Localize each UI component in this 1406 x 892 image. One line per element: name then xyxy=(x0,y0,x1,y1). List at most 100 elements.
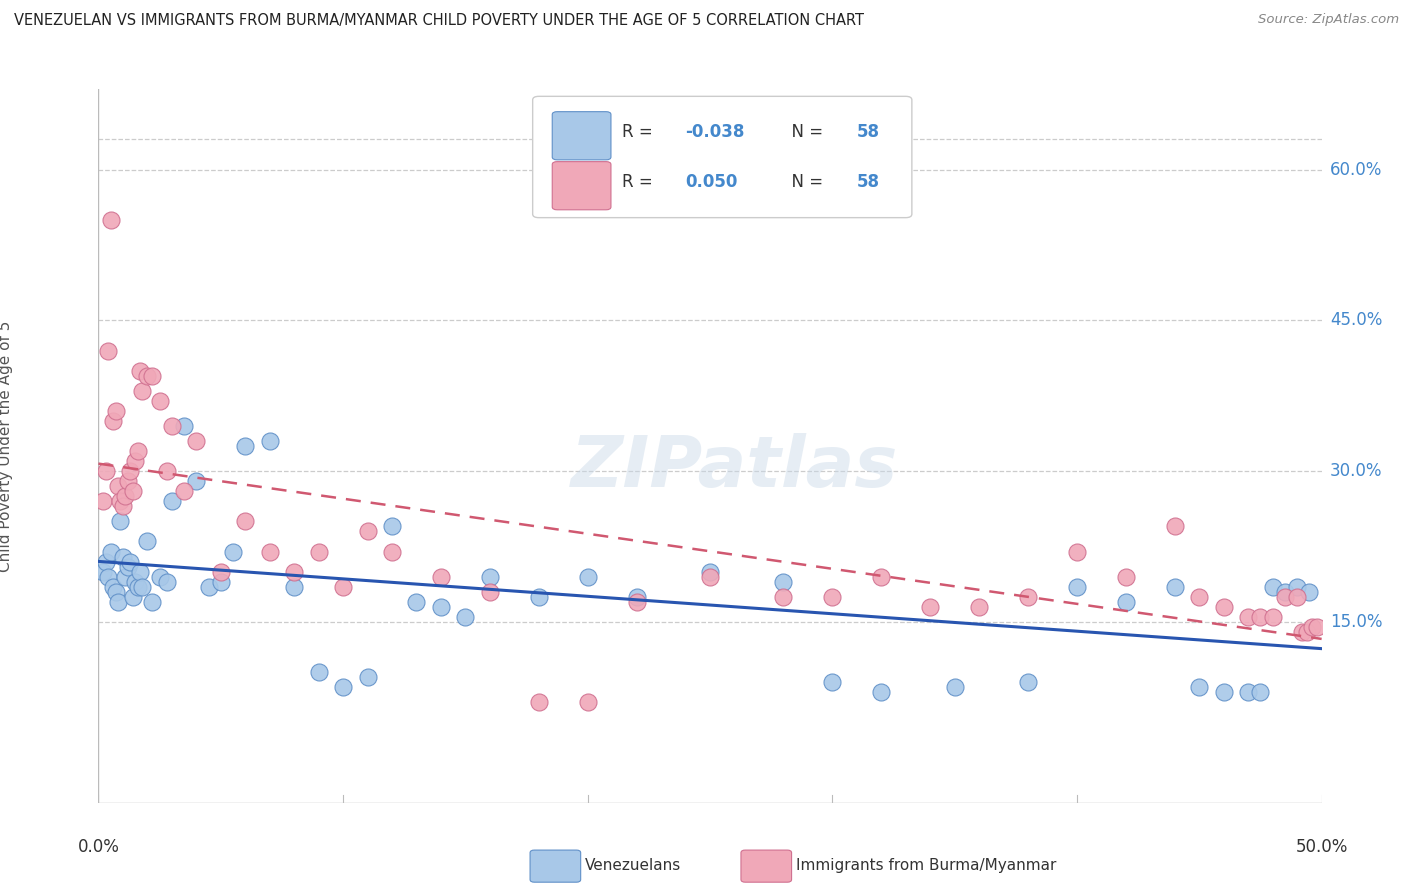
Point xyxy=(156,574,179,589)
Point xyxy=(576,695,599,709)
Point xyxy=(626,590,648,604)
Point xyxy=(173,418,195,433)
Text: Child Poverty Under the Age of 5: Child Poverty Under the Age of 5 xyxy=(0,320,13,572)
Text: 58: 58 xyxy=(856,123,880,141)
Point xyxy=(381,519,404,533)
Text: N =: N = xyxy=(780,173,828,191)
Text: 0.0%: 0.0% xyxy=(77,838,120,856)
Point xyxy=(430,569,453,583)
Point xyxy=(117,559,139,574)
Point xyxy=(124,454,146,468)
Point xyxy=(920,599,942,614)
Point xyxy=(870,685,893,699)
Text: Source: ZipAtlas.com: Source: ZipAtlas.com xyxy=(1258,13,1399,27)
Point xyxy=(1274,584,1296,599)
Point xyxy=(141,368,163,383)
Point xyxy=(1017,675,1039,690)
FancyBboxPatch shape xyxy=(553,161,612,210)
Point xyxy=(1212,599,1234,614)
Point xyxy=(160,494,183,508)
Point xyxy=(1286,590,1309,604)
Point xyxy=(259,434,281,448)
Point xyxy=(1296,624,1319,639)
Point xyxy=(405,595,427,609)
Text: 45.0%: 45.0% xyxy=(1330,311,1382,329)
Point xyxy=(94,555,117,569)
Text: Immigrants from Burma/Myanmar: Immigrants from Burma/Myanmar xyxy=(796,858,1056,872)
Point xyxy=(141,595,163,609)
Point xyxy=(1212,685,1234,699)
Text: 30.0%: 30.0% xyxy=(1330,462,1382,480)
Point xyxy=(1237,610,1260,624)
Point xyxy=(101,580,124,594)
Point xyxy=(1066,580,1088,594)
Point xyxy=(1250,685,1272,699)
Text: R =: R = xyxy=(621,123,658,141)
Text: ZIPatlas: ZIPatlas xyxy=(571,433,898,502)
Point xyxy=(1188,590,1211,604)
Point xyxy=(114,569,136,583)
Point xyxy=(821,675,844,690)
Point xyxy=(94,464,117,478)
Point xyxy=(356,524,378,539)
Point xyxy=(233,515,256,529)
Point xyxy=(149,569,172,583)
Point xyxy=(1261,580,1284,594)
Point xyxy=(97,569,120,583)
Point xyxy=(131,580,153,594)
Point xyxy=(478,584,501,599)
Point xyxy=(100,212,122,227)
Point xyxy=(100,544,122,558)
Point xyxy=(1164,580,1187,594)
Point xyxy=(107,595,129,609)
Point xyxy=(111,500,134,514)
Point xyxy=(1291,624,1313,639)
Point xyxy=(308,665,330,680)
Point xyxy=(626,595,648,609)
Point xyxy=(222,544,245,558)
Point xyxy=(772,574,794,589)
Point xyxy=(1164,519,1187,533)
Point xyxy=(101,414,124,428)
Point xyxy=(97,343,120,358)
Text: 15.0%: 15.0% xyxy=(1330,613,1382,631)
Point xyxy=(332,680,354,694)
Point xyxy=(943,680,966,694)
Point xyxy=(129,565,152,579)
Point xyxy=(1286,580,1309,594)
Point xyxy=(1261,610,1284,624)
Text: 60.0%: 60.0% xyxy=(1330,161,1382,178)
Point xyxy=(1017,590,1039,604)
Point xyxy=(197,580,219,594)
Point xyxy=(1250,610,1272,624)
Point xyxy=(104,404,127,418)
Point xyxy=(110,494,132,508)
Point xyxy=(1274,590,1296,604)
Point xyxy=(283,580,305,594)
Text: R =: R = xyxy=(621,173,658,191)
Point xyxy=(160,418,183,433)
Point xyxy=(121,590,143,604)
Text: Venezuelans: Venezuelans xyxy=(585,858,681,872)
Point xyxy=(527,590,550,604)
Point xyxy=(156,464,179,478)
FancyBboxPatch shape xyxy=(533,96,912,218)
Point xyxy=(91,494,114,508)
Point xyxy=(308,544,330,558)
Point xyxy=(149,393,172,408)
Point xyxy=(699,569,721,583)
Point xyxy=(772,590,794,604)
Point xyxy=(1301,620,1323,634)
Point xyxy=(527,695,550,709)
Point xyxy=(1115,569,1137,583)
Point xyxy=(332,580,354,594)
Point xyxy=(110,515,132,529)
Point xyxy=(124,574,146,589)
Point xyxy=(209,574,232,589)
Text: N =: N = xyxy=(780,123,828,141)
Point xyxy=(478,569,501,583)
Text: VENEZUELAN VS IMMIGRANTS FROM BURMA/MYANMAR CHILD POVERTY UNDER THE AGE OF 5 COR: VENEZUELAN VS IMMIGRANTS FROM BURMA/MYAN… xyxy=(14,13,865,29)
FancyBboxPatch shape xyxy=(553,112,612,160)
Point xyxy=(259,544,281,558)
Point xyxy=(233,439,256,453)
